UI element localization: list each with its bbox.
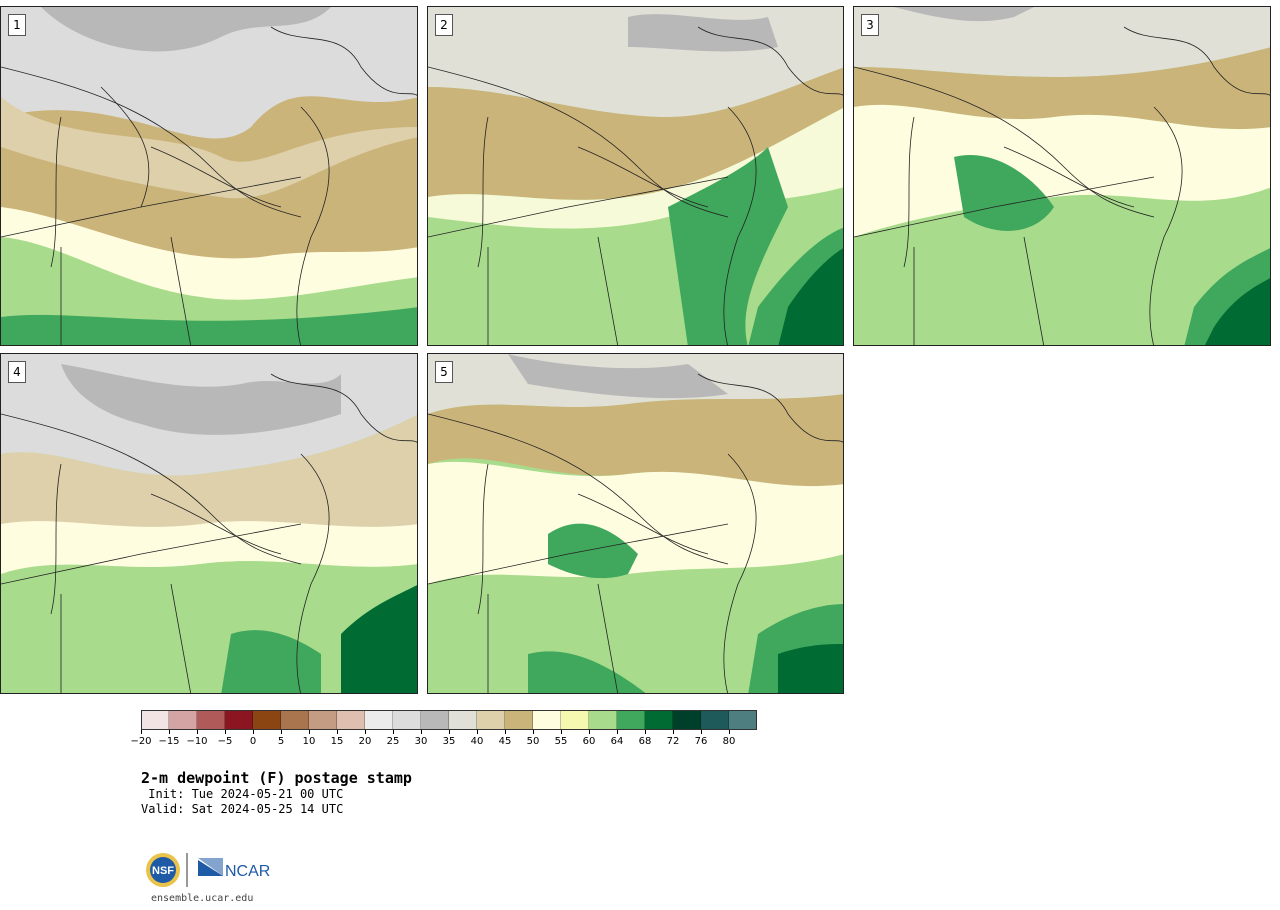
colorbar-tick-label: 30	[414, 736, 428, 747]
svg-text:NSF: NSF	[152, 865, 174, 877]
colorbar-tick	[365, 730, 366, 734]
colorbar-tick-label: 5	[277, 736, 285, 747]
colorbar-tick	[253, 730, 254, 734]
panel-number-3: 3	[861, 14, 879, 36]
colorbar-swatch	[365, 710, 393, 730]
colorbar-tick-label: 68	[638, 736, 652, 747]
dewpoint-map-4	[1, 354, 417, 693]
colorbar-tick-label: 40	[470, 736, 484, 747]
colorbar-swatch	[309, 710, 337, 730]
colorbar-tick	[617, 730, 618, 734]
panel-number-5: 5	[435, 361, 453, 383]
colorbar-tick-label: 45	[498, 736, 512, 747]
colorbar-swatch	[337, 710, 365, 730]
colorbar-tick	[477, 730, 478, 734]
colorbar-tick	[309, 730, 310, 734]
colorbar-swatch	[197, 710, 225, 730]
colorbar-tick	[589, 730, 590, 734]
colorbar-tick-label: −15	[158, 736, 180, 747]
dewpoint-map-1	[1, 7, 417, 345]
colorbar-tick-label: 64	[610, 736, 624, 747]
dewpoint-map-5	[428, 354, 843, 693]
colorbar-tick	[169, 730, 170, 734]
colorbar-swatch	[141, 710, 169, 730]
map-panel-2: 2	[427, 6, 844, 346]
colorbar-tick-label: 55	[554, 736, 568, 747]
colorbar-tick	[729, 730, 730, 734]
panel-number-2: 2	[435, 14, 453, 36]
svg-text:NCAR: NCAR	[225, 863, 270, 880]
figure-title: 2-m dewpoint (F) postage stamp	[141, 769, 412, 787]
init-time: Init: Tue 2024-05-21 00 UTC	[141, 787, 344, 801]
colorbar-swatch	[477, 710, 505, 730]
map-panel-4: 4	[0, 353, 418, 694]
colorbar-swatch	[225, 710, 253, 730]
colorbar-swatch	[393, 710, 421, 730]
colorbar-swatch	[589, 710, 617, 730]
logos: NSF NCAR	[145, 850, 285, 890]
colorbar-swatch	[673, 710, 701, 730]
colorbar-swatch	[169, 710, 197, 730]
colorbar-tick	[533, 730, 534, 734]
colorbar-tick-label: 25	[386, 736, 400, 747]
colorbar-tick-label: 76	[694, 736, 708, 747]
colorbar-swatch	[421, 710, 449, 730]
colorbar-swatch	[617, 710, 645, 730]
colorbar-tick	[561, 730, 562, 734]
colorbar-tick	[673, 730, 674, 734]
colorbar-tick-label: 10	[302, 736, 316, 747]
map-panel-1: 1	[0, 6, 418, 346]
colorbar-swatch	[701, 710, 729, 730]
map-panel-3: 3	[853, 6, 1271, 346]
map-panel-5: 5	[427, 353, 844, 694]
panel-number-1: 1	[8, 14, 26, 36]
colorbar-tick	[421, 730, 422, 734]
colorbar-tick-label: 15	[330, 736, 344, 747]
colorbar-tick	[645, 730, 646, 734]
colorbar-tick-label: 50	[526, 736, 540, 747]
dewpoint-map-2	[428, 7, 843, 345]
nsf-logo: NSF	[146, 853, 180, 887]
colorbar-tick-label: −20	[130, 736, 152, 747]
dewpoint-map-3	[854, 7, 1270, 345]
ncar-logo: NCAR	[198, 858, 270, 880]
colorbar-swatch	[533, 710, 561, 730]
colorbar-tick-label: 80	[722, 736, 736, 747]
colorbar-swatch	[281, 710, 309, 730]
colorbar-tick	[225, 730, 226, 734]
colorbar-swatch	[449, 710, 477, 730]
colorbar-tick	[505, 730, 506, 734]
colorbar-tick	[337, 730, 338, 734]
panel-number-4: 4	[8, 361, 26, 383]
colorbar-swatch	[645, 710, 673, 730]
colorbar-tick-label: 0	[249, 736, 257, 747]
colorbar-tick-label: 20	[358, 736, 372, 747]
colorbar-tick-label: −10	[186, 736, 208, 747]
colorbar-frame	[141, 710, 757, 730]
colorbar-tick	[197, 730, 198, 734]
valid-time: Valid: Sat 2024-05-25 14 UTC	[141, 802, 344, 816]
colorbar-tick	[281, 730, 282, 734]
colorbar-tick	[141, 730, 142, 734]
colorbar-swatch	[561, 710, 589, 730]
colorbar-swatch	[505, 710, 533, 730]
colorbar-tick	[701, 730, 702, 734]
colorbar-tick	[393, 730, 394, 734]
colorbar-swatch	[253, 710, 281, 730]
colorbar-tick	[449, 730, 450, 734]
colorbar-tick-label: 60	[582, 736, 596, 747]
colorbar-tick-label: 72	[666, 736, 680, 747]
colorbar-tick-label: −5	[217, 736, 233, 747]
colorbar-tick-label: 35	[442, 736, 456, 747]
nsf-ncar-logo: NSF NCAR	[146, 853, 270, 887]
footer-url: ensemble.ucar.edu	[151, 893, 254, 904]
